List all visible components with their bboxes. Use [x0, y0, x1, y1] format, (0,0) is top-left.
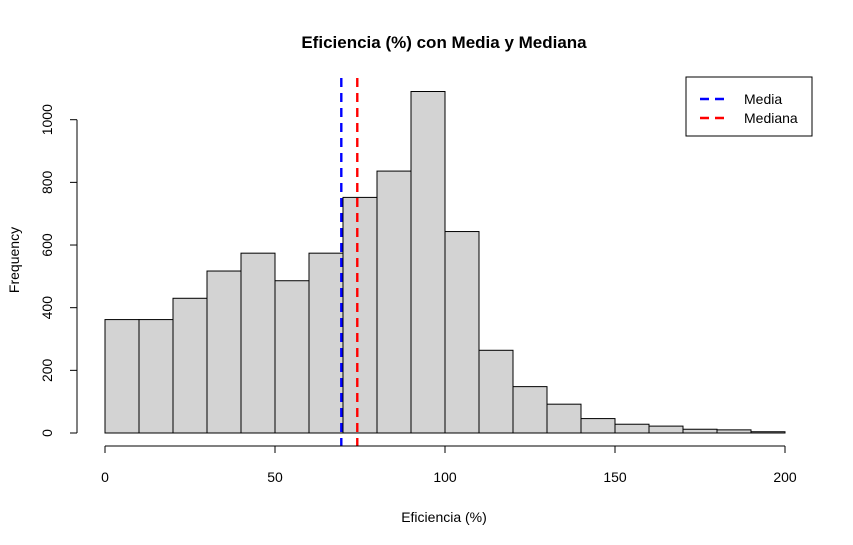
x-tick-label: 150 [603, 469, 627, 485]
histogram-bar-20-30 [172, 297, 208, 434]
histogram-bar-40-50 [240, 252, 276, 434]
legend-box [685, 76, 813, 137]
histogram-bar-0-10 [104, 319, 140, 434]
histogram-bar-140-150 [580, 418, 616, 434]
histogram-bar-160-170 [648, 425, 684, 434]
x-tick-label: 0 [101, 469, 109, 485]
x-tick-label: 100 [433, 469, 457, 485]
histogram-bar-180-190 [716, 429, 752, 434]
histogram-bar-110-120 [478, 349, 514, 434]
y-tick-label: 400 [39, 296, 55, 320]
histogram-bar-190-200 [750, 431, 786, 434]
histogram-bar-150-160 [614, 423, 650, 434]
histogram-bar-30-40 [206, 270, 242, 434]
y-tick-label: 1000 [39, 104, 55, 135]
x-axis-label: Eficiencia (%) [401, 509, 487, 525]
y-tick-label: 600 [39, 233, 55, 257]
histogram-bar-100-110 [444, 231, 480, 434]
histogram-bar-90-100 [410, 91, 446, 434]
x-tick-label: 200 [773, 469, 797, 485]
histogram-bar-80-90 [376, 170, 412, 434]
histogram-bar-50-60 [274, 280, 310, 434]
legend: Media Mediana [685, 76, 813, 137]
legend-label-mediana: Mediana [744, 110, 798, 126]
chart-title: Eficiencia (%) con Media y Mediana [301, 33, 587, 52]
histogram-bar-130-140 [546, 403, 582, 434]
y-tick-label: 800 [39, 170, 55, 194]
reference-lines-group [340, 78, 359, 446]
y-tick-label: 0 [39, 429, 55, 437]
x-tick-label: 50 [267, 469, 283, 485]
histogram-bar-70-80 [342, 196, 378, 434]
histogram-bar-170-180 [682, 428, 718, 434]
bars-group [104, 91, 786, 434]
histogram-bar-10-20 [138, 319, 174, 434]
histogram-bar-60-70 [308, 252, 344, 434]
legend-label-media: Media [744, 91, 782, 107]
y-axis-label: Frequency [6, 227, 22, 293]
x-axis: 0 50 100 150 200 [101, 445, 797, 485]
y-tick-label: 200 [39, 358, 55, 382]
y-axis: 0 200 400 600 800 1000 [39, 104, 78, 437]
histogram-bar-120-130 [512, 386, 548, 434]
